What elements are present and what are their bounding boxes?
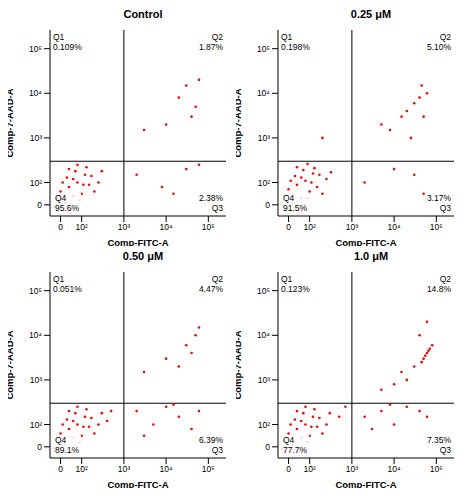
html-text:14.8%: 14.8% <box>426 284 451 294</box>
svg-text:0: 0 <box>286 222 291 232</box>
html-text:77.7%: 77.7% <box>283 445 308 455</box>
html-text:0.198%: 0.198% <box>281 42 310 52</box>
svg-text:10⁴: 10⁴ <box>29 88 42 98</box>
svg-text:10³: 10³ <box>30 133 42 143</box>
html-text:Q2: Q2 <box>439 32 451 42</box>
svg-text:0: 0 <box>265 200 270 210</box>
html-text:Q4: Q4 <box>283 193 295 203</box>
html-text:0.50 μM: 0.50 μM <box>122 250 164 262</box>
svg-text:10⁴: 10⁴ <box>257 330 270 340</box>
svg-text:Comp-FITC-A: Comp-FITC-A <box>107 237 168 246</box>
html-text:3.17%: 3.17% <box>426 193 451 203</box>
html-text:Control: Control <box>123 8 163 20</box>
html-text:Q1: Q1 <box>53 32 65 42</box>
html-text:Q1: Q1 <box>281 32 293 42</box>
html-text:0.123%: 0.123% <box>281 284 310 294</box>
svg-text:10³: 10³ <box>346 222 358 232</box>
svg-text:10³: 10³ <box>346 464 358 474</box>
html-text:Q1: Q1 <box>53 274 65 284</box>
html-text:4.47%: 4.47% <box>198 284 223 294</box>
html-text:7.35%: 7.35% <box>426 435 451 445</box>
svg-text:10²: 10² <box>76 222 88 232</box>
html-text:1.0 μM: 1.0 μM <box>353 250 389 262</box>
svg-text:10³: 10³ <box>118 222 130 232</box>
svg-text:0: 0 <box>37 200 42 210</box>
svg-text:10⁵: 10⁵ <box>202 222 215 232</box>
html-text:Q2: Q2 <box>439 274 451 284</box>
html-text:Q2: Q2 <box>211 32 223 42</box>
html-text:0.109%: 0.109% <box>53 42 82 52</box>
html-text:91.5%: 91.5% <box>283 203 308 213</box>
html-text:Q3: Q3 <box>211 203 223 213</box>
svg-text:10²: 10² <box>304 464 316 474</box>
svg-text:Comp-FITC-A: Comp-FITC-A <box>335 237 396 246</box>
svg-text:10⁵: 10⁵ <box>257 44 270 54</box>
html-text:2.38%: 2.38% <box>198 193 223 203</box>
svg-text:Comp-7-AAD-A: Comp-7-AAD-A <box>236 330 243 399</box>
html-text:Q4: Q4 <box>55 435 67 445</box>
svg-text:10⁵: 10⁵ <box>257 286 270 296</box>
html-text:Q1: Q1 <box>281 274 293 284</box>
svg-text:Comp-FITC-A: Comp-FITC-A <box>335 479 396 488</box>
html-text:0.051%: 0.051% <box>53 284 82 294</box>
svg-text:0: 0 <box>265 442 270 452</box>
svg-text:0: 0 <box>58 222 63 232</box>
svg-text:10²: 10² <box>30 420 42 430</box>
svg-text:Comp-FITC-A: Comp-FITC-A <box>107 479 168 488</box>
html-text:Q3: Q3 <box>211 445 223 455</box>
html-text:Q4: Q4 <box>283 435 295 445</box>
svg-text:10⁵: 10⁵ <box>29 286 42 296</box>
svg-text:10⁴: 10⁴ <box>388 464 401 474</box>
svg-text:10⁴: 10⁴ <box>160 222 173 232</box>
svg-text:10²: 10² <box>258 420 270 430</box>
html-text:Q3: Q3 <box>439 445 451 455</box>
svg-text:10⁵: 10⁵ <box>430 464 443 474</box>
svg-text:10³: 10³ <box>258 375 270 385</box>
html-text:Q4: Q4 <box>55 193 67 203</box>
html-text:89.1%: 89.1% <box>55 445 80 455</box>
svg-text:10⁴: 10⁴ <box>29 330 42 340</box>
svg-text:10⁵: 10⁵ <box>202 464 215 474</box>
svg-text:0: 0 <box>286 464 291 474</box>
svg-text:10⁵: 10⁵ <box>29 44 42 54</box>
svg-text:Comp-7-AAD-A: Comp-7-AAD-A <box>236 88 243 157</box>
html-text:5.10%: 5.10% <box>426 42 451 52</box>
svg-text:10²: 10² <box>258 178 270 188</box>
svg-text:10³: 10³ <box>30 375 42 385</box>
svg-text:10⁵: 10⁵ <box>430 222 443 232</box>
html-text:1.87%: 1.87% <box>198 42 223 52</box>
svg-text:0: 0 <box>37 442 42 452</box>
svg-text:0: 0 <box>58 464 63 474</box>
html-text:95.6%: 95.6% <box>55 203 80 213</box>
html-text:6.39%: 6.39% <box>198 435 223 445</box>
svg-text:10²: 10² <box>304 222 316 232</box>
svg-text:10²: 10² <box>76 464 88 474</box>
svg-text:10⁴: 10⁴ <box>257 88 270 98</box>
svg-text:Comp-7-AAD-A: Comp-7-AAD-A <box>8 88 15 157</box>
svg-text:10³: 10³ <box>118 464 130 474</box>
html-text:Q3: Q3 <box>439 203 451 213</box>
svg-text:10²: 10² <box>30 178 42 188</box>
svg-text:10⁴: 10⁴ <box>388 222 401 232</box>
svg-text:Comp-7-AAD-A: Comp-7-AAD-A <box>8 330 15 399</box>
svg-text:10³: 10³ <box>258 133 270 143</box>
html-text:0.25 μM: 0.25 μM <box>350 8 392 20</box>
svg-text:10⁴: 10⁴ <box>160 464 173 474</box>
html-text:Q2: Q2 <box>211 274 223 284</box>
